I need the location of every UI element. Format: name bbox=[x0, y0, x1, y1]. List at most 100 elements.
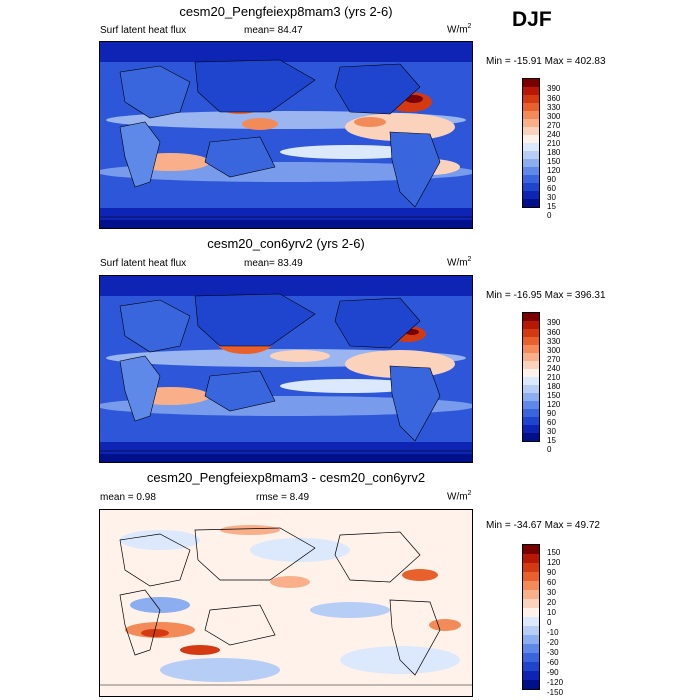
colorbar-tick: 120 bbox=[547, 166, 561, 175]
colorbar-tick: 10 bbox=[547, 608, 556, 617]
colorbar-swatch bbox=[523, 167, 539, 175]
colorbar-swatch bbox=[523, 608, 539, 617]
colorbar-swatch bbox=[523, 635, 539, 644]
colorbar-tick: 210 bbox=[547, 139, 561, 148]
colorbar-swatch bbox=[523, 329, 539, 337]
panel-1-minmax: Min = -15.91 Max = 402.83 bbox=[486, 56, 606, 67]
colorbar-swatch bbox=[523, 369, 539, 377]
colorbar-swatch bbox=[523, 626, 539, 635]
season-label: DJF bbox=[512, 8, 552, 31]
colorbar-tick: 360 bbox=[547, 94, 561, 103]
colorbar-swatch bbox=[523, 345, 539, 353]
panel-1-colorbar bbox=[522, 78, 540, 208]
colorbar-tick: 150 bbox=[547, 548, 561, 557]
panel-2-minmax: Min = -16.95 Max = 396.31 bbox=[486, 290, 606, 301]
colorbar-swatch bbox=[523, 191, 539, 199]
colorbar-tick: 330 bbox=[547, 337, 561, 346]
colorbar-tick: 300 bbox=[547, 112, 561, 121]
colorbar-tick: 120 bbox=[547, 558, 561, 567]
colorbar-tick: 0 bbox=[547, 445, 552, 454]
colorbar-swatch bbox=[523, 175, 539, 183]
panel-2-units: W/m2 bbox=[447, 256, 472, 269]
colorbar-tick: 30 bbox=[547, 193, 556, 202]
colorbar-tick: 60 bbox=[547, 418, 556, 427]
colorbar-swatch bbox=[523, 563, 539, 572]
colorbar-tick: 15 bbox=[547, 202, 556, 211]
colorbar-swatch bbox=[523, 617, 539, 626]
colorbar-swatch bbox=[523, 554, 539, 563]
colorbar-tick: 390 bbox=[547, 84, 561, 93]
colorbar-tick: 330 bbox=[547, 103, 561, 112]
colorbar-tick: 240 bbox=[547, 130, 561, 139]
colorbar-swatch bbox=[523, 199, 539, 207]
colorbar-swatch bbox=[523, 361, 539, 369]
colorbar-swatch bbox=[523, 377, 539, 385]
colorbar-swatch bbox=[523, 159, 539, 167]
colorbar-tick: 0 bbox=[547, 211, 552, 220]
colorbar-swatch bbox=[523, 127, 539, 135]
panel-3-minmax: Min = -34.67 Max = 49.72 bbox=[486, 520, 600, 531]
colorbar-tick: 60 bbox=[547, 578, 556, 587]
colorbar-swatch bbox=[523, 119, 539, 127]
colorbar-swatch bbox=[523, 581, 539, 590]
colorbar-swatch bbox=[523, 321, 539, 329]
colorbar-tick: -10 bbox=[547, 628, 559, 637]
colorbar-tick: 180 bbox=[547, 148, 561, 157]
colorbar-swatch bbox=[523, 671, 539, 680]
colorbar-tick: 90 bbox=[547, 409, 556, 418]
colorbar-tick: 30 bbox=[547, 427, 556, 436]
colorbar-swatch bbox=[523, 599, 539, 608]
colorbar-tick: 240 bbox=[547, 364, 561, 373]
colorbar-swatch bbox=[523, 644, 539, 653]
panel-3-mean-label: mean = 0.98 bbox=[100, 492, 156, 503]
colorbar-swatch bbox=[523, 111, 539, 119]
colorbar-swatch bbox=[523, 433, 539, 441]
colorbar-tick: 15 bbox=[547, 436, 556, 445]
colorbar-tick: -30 bbox=[547, 648, 559, 657]
colorbar-swatch bbox=[523, 662, 539, 671]
colorbar-tick: 390 bbox=[547, 318, 561, 327]
colorbar-tick: -60 bbox=[547, 658, 559, 667]
panel-2-colorbar bbox=[522, 312, 540, 442]
colorbar-swatch bbox=[523, 385, 539, 393]
colorbar-swatch bbox=[523, 95, 539, 103]
panel-1-mean-label: mean= 84.47 bbox=[244, 25, 303, 36]
colorbar-swatch bbox=[523, 680, 539, 689]
colorbar-tick: 60 bbox=[547, 184, 556, 193]
colorbar-tick: 90 bbox=[547, 175, 556, 184]
colorbar-tick: 120 bbox=[547, 400, 561, 409]
colorbar-swatch bbox=[523, 401, 539, 409]
colorbar-swatch bbox=[523, 135, 539, 143]
panel-3-map bbox=[99, 509, 473, 697]
colorbar-tick: -150 bbox=[547, 688, 564, 697]
colorbar-tick: -120 bbox=[547, 678, 564, 687]
colorbar-swatch bbox=[523, 353, 539, 361]
colorbar-tick: 180 bbox=[547, 382, 561, 391]
colorbar-swatch bbox=[523, 87, 539, 95]
colorbar-swatch bbox=[523, 393, 539, 401]
panel-2-mean-label: mean= 83.49 bbox=[244, 258, 303, 269]
panel-2-variable-label: Surf latent heat flux bbox=[100, 258, 187, 269]
panel-3-title: cesm20_Pengfeiexp8mam3 - cesm20_con6yrv2 bbox=[146, 470, 426, 485]
colorbar-tick: 30 bbox=[547, 588, 556, 597]
colorbar-tick: 210 bbox=[547, 373, 561, 382]
colorbar-tick: 300 bbox=[547, 346, 561, 355]
colorbar-tick: 150 bbox=[547, 157, 561, 166]
colorbar-swatch bbox=[523, 143, 539, 151]
colorbar-tick: -90 bbox=[547, 668, 559, 677]
colorbar-swatch bbox=[523, 653, 539, 662]
colorbar-swatch bbox=[523, 590, 539, 599]
colorbar-swatch bbox=[523, 103, 539, 111]
colorbar-swatch bbox=[523, 337, 539, 345]
colorbar-swatch bbox=[523, 545, 539, 554]
panel-2-map bbox=[99, 275, 473, 463]
colorbar-swatch bbox=[523, 425, 539, 433]
colorbar-tick: 270 bbox=[547, 355, 561, 364]
panel-2-title: cesm20_con6yrv2 (yrs 2-6) bbox=[207, 236, 365, 251]
panel-3-units: W/m2 bbox=[447, 490, 472, 503]
colorbar-tick: 360 bbox=[547, 328, 561, 337]
colorbar-tick: 20 bbox=[547, 598, 556, 607]
colorbar-swatch bbox=[523, 79, 539, 87]
colorbar-swatch bbox=[523, 151, 539, 159]
colorbar-swatch bbox=[523, 409, 539, 417]
